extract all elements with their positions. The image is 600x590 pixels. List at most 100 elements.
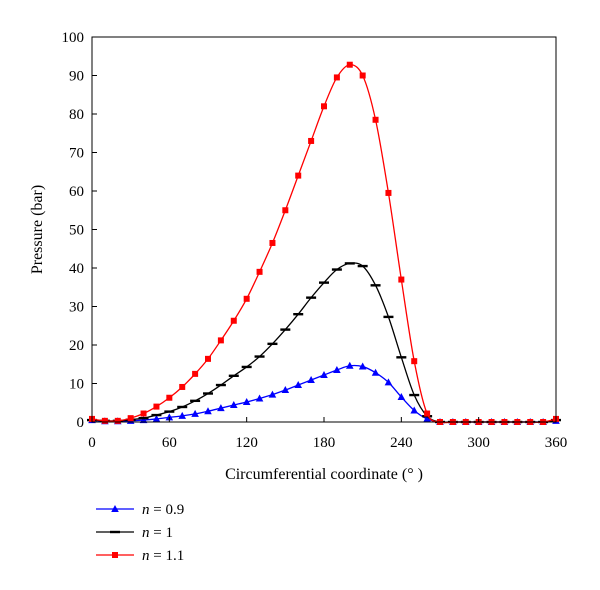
data-point [164, 410, 175, 413]
y-tick-label: 80 [69, 107, 84, 123]
data-point [242, 397, 251, 405]
data-point [319, 281, 329, 284]
x-tick-label: 360 [545, 435, 568, 451]
legend-label: n = 1 [142, 525, 173, 541]
legend-label: n = 0.9 [142, 502, 184, 518]
x-tick-label: 120 [235, 435, 258, 451]
data-point [114, 417, 121, 424]
data-point [358, 362, 367, 370]
data-point [111, 505, 119, 512]
data-point [230, 317, 237, 324]
data-point [370, 284, 381, 287]
data-point [307, 376, 315, 384]
data-point [165, 413, 174, 421]
legend: n = 0.9n = 1n = 1.1 [96, 502, 184, 564]
data-point [190, 399, 201, 403]
data-point [228, 374, 239, 377]
data-point [320, 371, 328, 379]
data-point [293, 313, 304, 316]
data-point [256, 268, 263, 275]
data-point [281, 386, 290, 394]
x-tick-label: 300 [467, 435, 490, 451]
data-point [409, 393, 420, 397]
data-point [204, 407, 212, 415]
data-point [423, 414, 431, 422]
data-point [359, 72, 366, 79]
data-point [410, 406, 419, 414]
data-point [346, 61, 353, 68]
data-point [321, 103, 327, 110]
data-point [295, 172, 302, 179]
data-point [217, 337, 224, 344]
data-point [203, 392, 213, 395]
legend-entry: n = 0.9 [96, 502, 184, 518]
x-tick-label: 180 [313, 435, 336, 451]
data-point [241, 365, 252, 369]
data-point [308, 137, 315, 144]
data-point [345, 361, 354, 369]
data-point [357, 264, 368, 268]
legend-value: = 1 [150, 525, 173, 541]
series-2 [89, 61, 559, 425]
data-point [140, 410, 147, 417]
legend-entry: n = 1 [96, 525, 173, 541]
data-point [192, 370, 199, 377]
legend-label: n = 1.1 [142, 548, 184, 564]
data-point [396, 356, 407, 359]
data-point [268, 390, 277, 398]
data-point [280, 328, 291, 331]
y-tick-label: 30 [69, 300, 84, 316]
data-point [269, 239, 276, 246]
data-point [267, 342, 278, 346]
x-tick-label: 240 [390, 435, 413, 451]
data-point [205, 355, 211, 362]
plot-area [87, 61, 561, 425]
series-line [91, 262, 557, 424]
y-tick-label: 90 [69, 69, 84, 85]
data-point [217, 404, 225, 412]
series-1 [87, 262, 561, 424]
data-point [372, 116, 379, 123]
data-point [151, 413, 162, 417]
data-point [127, 415, 134, 422]
data-point [397, 392, 406, 400]
data-point [139, 416, 148, 424]
data-point [254, 355, 265, 358]
data-point [229, 401, 238, 409]
data-point [424, 410, 431, 417]
y-tick-label: 0 [77, 415, 85, 431]
legend-value: = 1.1 [150, 548, 185, 564]
y-tick-label: 50 [69, 223, 84, 239]
data-point [333, 74, 340, 81]
x-axis-title: Circumferential coordinate (° ) [225, 466, 423, 483]
y-tick-label: 10 [69, 377, 84, 393]
series-line [91, 64, 557, 424]
data-point [191, 409, 199, 417]
y-tick-label: 20 [69, 338, 84, 354]
data-point [385, 189, 392, 196]
data-point [243, 295, 250, 302]
data-point [178, 411, 187, 419]
data-point [383, 315, 394, 319]
data-point [112, 552, 118, 558]
data-point [306, 296, 317, 299]
data-point [294, 381, 303, 389]
legend-variable: n [142, 548, 150, 564]
y-tick-label: 60 [69, 184, 84, 200]
data-point [331, 268, 342, 271]
x-tick-label: 0 [88, 435, 96, 451]
legend-variable: n [142, 502, 150, 518]
legend-variable: n [142, 525, 150, 541]
y-axis-title: Pressure (bar) [29, 185, 46, 274]
data-point [179, 383, 186, 390]
data-point [384, 378, 393, 386]
plot-frame [91, 36, 557, 423]
data-point [411, 358, 418, 365]
data-point [152, 414, 161, 422]
data-point [344, 262, 355, 265]
data-point [110, 530, 120, 534]
data-point [255, 394, 264, 402]
data-point [153, 403, 160, 410]
axes: 0 60 120 180 240 300 360 0 10 20 30 40 50 60 70 80 90 100 [62, 30, 568, 451]
